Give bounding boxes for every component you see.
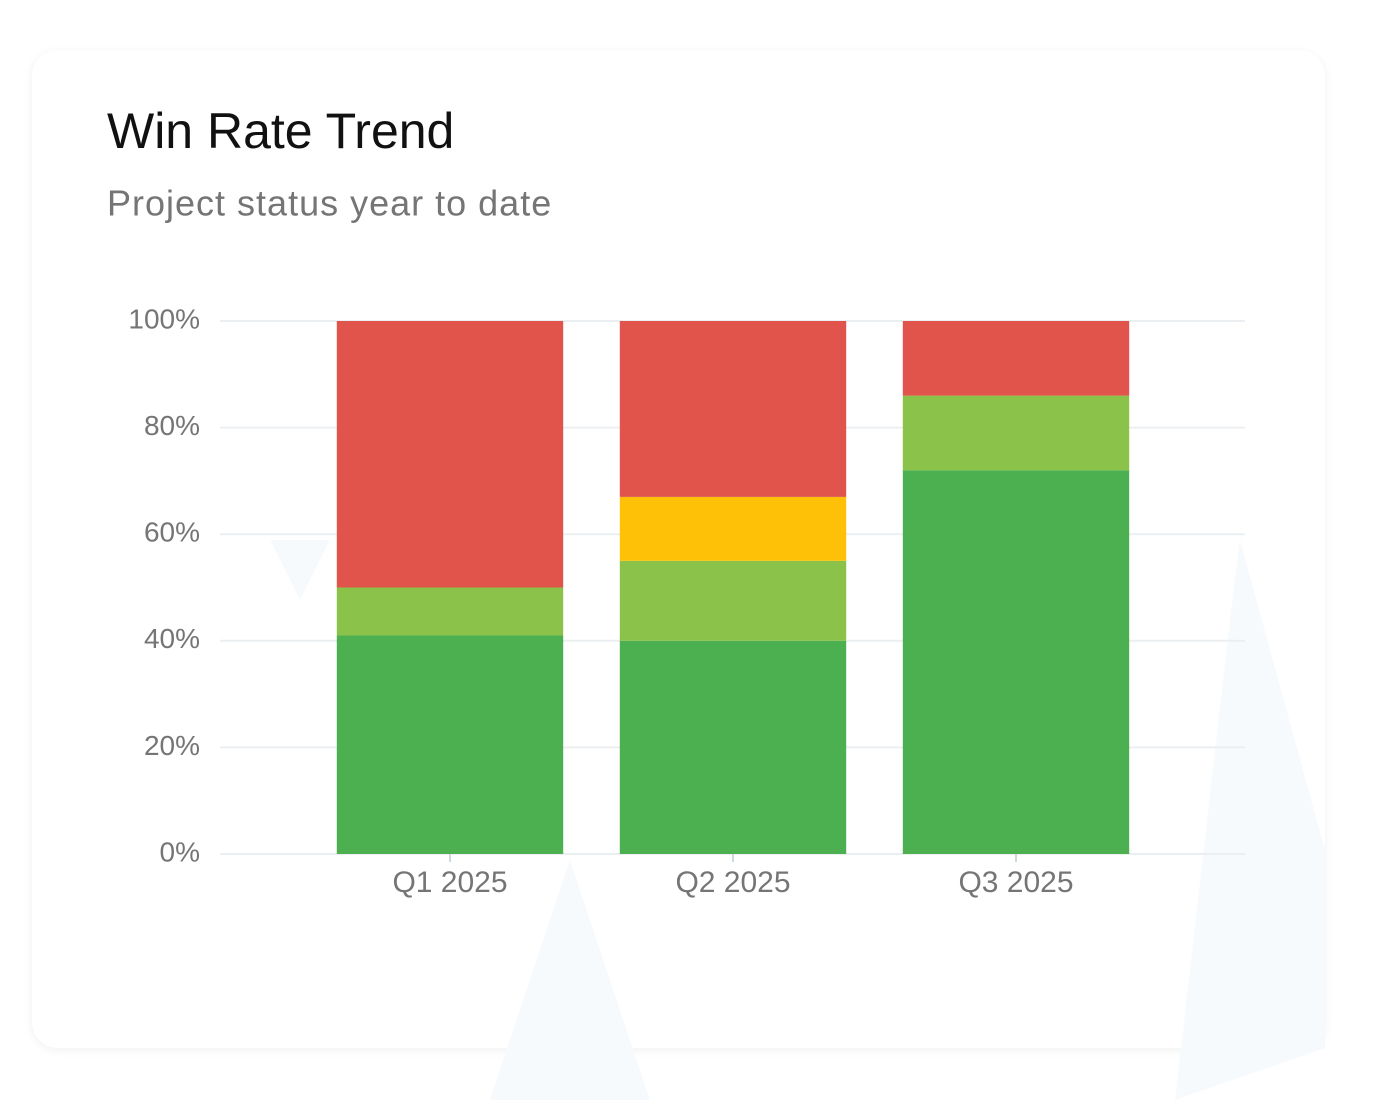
x-tick-label: Q3 2025 [958,866,1073,899]
bar-segment [619,496,847,561]
background-shape [490,860,650,1100]
bar-segment [336,321,564,588]
bar-segment [902,321,1130,396]
bar-segment [619,321,847,497]
y-tick-label: 60% [144,517,200,548]
bar-segment [619,640,847,854]
y-tick-label: 20% [144,730,200,761]
y-tick-label: 100% [128,303,200,334]
y-tick-label: 40% [144,623,200,654]
y-tick-label: 80% [144,410,200,441]
bar-segment [619,560,847,641]
x-tick-label: Q1 2025 [392,866,507,899]
background-shape [270,540,330,600]
bar-segment [336,635,564,854]
bar-segment [902,470,1130,854]
background-shape [1175,540,1325,1100]
chart-subtitle: Project status year to date [107,183,552,224]
y-tick-label: 0% [160,836,200,867]
x-tick-label: Q2 2025 [675,866,790,899]
chart-title: Win Rate Trend [107,103,454,159]
bar-segment [902,395,1130,471]
bar-segment [336,587,564,636]
